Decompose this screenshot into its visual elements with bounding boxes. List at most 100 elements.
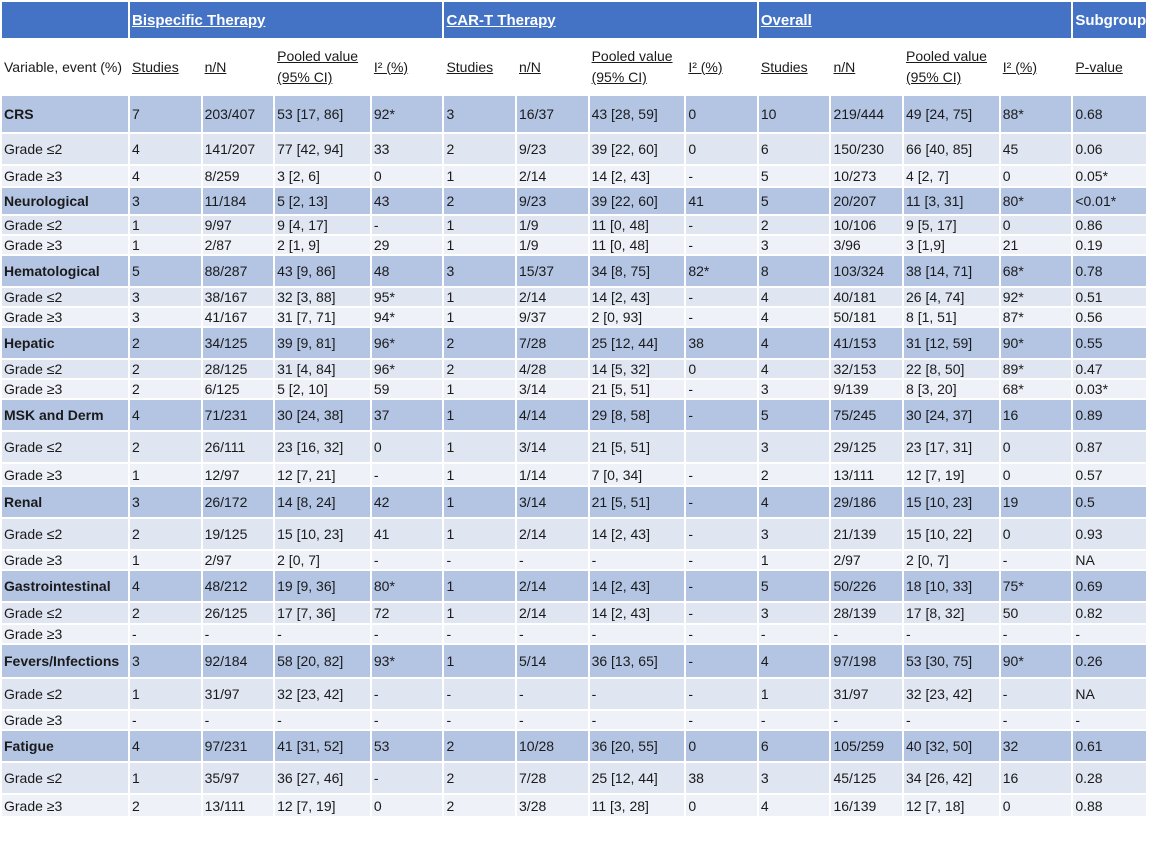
cell-cart-pooled: 21 [5, 51] — [589, 487, 685, 517]
cell-cart-i2: - — [686, 679, 757, 709]
cell-cart-i2: - — [686, 464, 757, 485]
cell-overall-studies: 3 — [758, 519, 830, 549]
cell-cart-i2: 0 — [686, 96, 757, 132]
cell-cart-studies: 1 — [444, 166, 516, 186]
cell-bispecific-pooled: 14 [8, 24] — [275, 487, 370, 517]
cell-bispecific-studies: 2 — [130, 603, 201, 623]
cell-cart-nN: - — [517, 679, 588, 709]
cell-overall-pooled: 38 [14, 71] — [904, 256, 999, 286]
cell-overall-nN: 10/273 — [831, 166, 903, 186]
cell-cart-pooled: 11 [0, 48] — [589, 216, 685, 234]
col-cart-studies: Studies — [444, 40, 516, 94]
cell-cart-nN: 9/23 — [517, 134, 588, 164]
cell-bispecific-pooled: 2 [1, 9] — [275, 236, 370, 254]
cell-overall-studies: 4 — [758, 487, 830, 517]
cell-overall-nN: 40/181 — [831, 288, 903, 306]
cell-cart-nN: 1/9 — [517, 236, 588, 254]
table-row-grade: Grade ≤2 1 9/97 9 [4, 17] -1 1/9 11 [0, 48] -2 1… — [2, 216, 1146, 234]
cell-variable: Grade ≥3 — [2, 464, 128, 485]
cell-bispecific-pooled: - — [275, 625, 370, 643]
cell-cart-i2: - — [686, 603, 757, 623]
cell-bispecific-nN: 11/184 — [202, 188, 274, 214]
cell-overall-studies: 1 — [758, 679, 830, 709]
cell-pvalue: 0.06 — [1073, 134, 1146, 164]
cell-bispecific-studies: 4 — [130, 166, 201, 186]
cell-cart-studies: 1 — [444, 571, 516, 601]
cell-cart-studies: 1 — [444, 308, 516, 326]
cell-overall-i2: 16 — [1000, 763, 1072, 793]
cell-variable: Grade ≤2 — [2, 360, 128, 378]
cell-overall-pooled: 8 [1, 51] — [904, 308, 999, 326]
cell-bispecific-pooled: 77 [42, 94] — [275, 134, 370, 164]
cell-pvalue: 0.87 — [1073, 432, 1146, 462]
cell-cart-nN: 2/14 — [517, 288, 588, 306]
cell-bispecific-studies: 7 — [130, 96, 201, 132]
cell-cart-nN: 3/14 — [517, 380, 588, 398]
cell-cart-i2: 0 — [686, 795, 757, 816]
cell-cart-nN: 4/28 — [517, 360, 588, 378]
cell-pvalue: - — [1073, 711, 1146, 729]
cell-pvalue: 0.89 — [1073, 400, 1146, 430]
cell-overall-i2: - — [1000, 551, 1072, 569]
cell-bispecific-pooled: 12 [7, 19] — [275, 795, 370, 816]
cell-cart-nN: 2/14 — [517, 571, 588, 601]
cell-bispecific-nN: 26/111 — [202, 432, 274, 462]
cell-overall-nN: 13/111 — [831, 464, 903, 485]
cell-overall-pooled: 12 [7, 18] — [904, 795, 999, 816]
cell-pvalue: 0.69 — [1073, 571, 1146, 601]
cell-bispecific-i2: 0 — [371, 166, 443, 186]
cell-bispecific-pooled: 31 [7, 71] — [275, 308, 370, 326]
cell-overall-pooled: 17 [8, 32] — [904, 603, 999, 623]
cell-bispecific-i2: - — [371, 625, 443, 643]
table-row-grade: Grade ≥3 1 2/87 2 [1, 9] 29 1 1/9 11 [0, 48] -3 3… — [2, 236, 1146, 254]
cell-overall-i2: 45 — [1000, 134, 1072, 164]
table-row-grade: Grade ≤2 3 38/167 32 [3, 88] 95* 1 2/14 14 [2, … — [2, 288, 1146, 306]
cell-bispecific-i2: 59 — [371, 380, 443, 398]
cell-bispecific-studies: 4 — [130, 134, 201, 164]
cell-overall-i2: - — [1000, 625, 1072, 643]
cell-overall-nN: 31/97 — [831, 679, 903, 709]
cell-variable: Grade ≥3 — [2, 166, 128, 186]
cell-bispecific-nN: 8/259 — [202, 166, 274, 186]
cell-overall-pooled: 3 [1,9] — [904, 236, 999, 254]
cell-cart-nN: 1/9 — [517, 216, 588, 234]
cell-cart-studies: 2 — [444, 134, 516, 164]
cell-bispecific-studies: 4 — [130, 571, 201, 601]
col-overall-nN: n/N — [831, 40, 903, 94]
cell-variable: Grade ≤2 — [2, 603, 128, 623]
cell-cart-nN: 10/28 — [517, 731, 588, 761]
cell-cart-i2: 0 — [686, 134, 757, 164]
cell-bispecific-nN: - — [202, 625, 274, 643]
cell-bispecific-nN: 141/207 — [202, 134, 274, 164]
group-header-cart: CAR-T Therapy — [444, 2, 757, 38]
cell-bispecific-i2: 95* — [371, 288, 443, 306]
cell-pvalue: NA — [1073, 679, 1146, 709]
cell-bispecific-pooled: 31 [4, 84] — [275, 360, 370, 378]
cell-bispecific-i2: - — [371, 216, 443, 234]
cell-variable: Fatigue — [2, 731, 128, 761]
table-row-grade: Grade ≤2 2 26/111 23 [16, 32] 0 1 3/14 21 [5, 5… — [2, 432, 1146, 462]
cell-cart-studies: 1 — [444, 288, 516, 306]
cell-bispecific-i2: 0 — [371, 795, 443, 816]
cell-bispecific-studies: 4 — [130, 731, 201, 761]
cell-bispecific-i2: - — [371, 711, 443, 729]
cell-variable: Grade ≥3 — [2, 380, 128, 398]
cell-cart-nN: 5/14 — [517, 645, 588, 677]
cell-cart-i2: 82* — [686, 256, 757, 286]
cell-cart-i2: - — [686, 380, 757, 398]
cell-overall-pooled: 31 [12, 59] — [904, 328, 999, 358]
cell-bispecific-pooled: - — [275, 711, 370, 729]
cell-cart-pooled: 36 [20, 55] — [589, 731, 685, 761]
cell-bispecific-nN: 88/287 — [202, 256, 274, 286]
cell-bispecific-nN: 26/172 — [202, 487, 274, 517]
cell-overall-studies: 5 — [758, 400, 830, 430]
table-row-grade: Grade ≤2 2 26/125 17 [7, 36] 72 1 2/14 14 [2, 4… — [2, 603, 1146, 623]
cell-pvalue: 0.61 — [1073, 731, 1146, 761]
cell-cart-i2: - — [686, 571, 757, 601]
cell-pvalue: 0.56 — [1073, 308, 1146, 326]
table-row-category: Gastrointestinal 4 48/212 19 [9, 36] 80* 1 2/1… — [2, 571, 1146, 601]
table-row-grade: Grade ≥3 2 6/125 5 [2, 10] 59 1 3/14 21 [5, 51]… — [2, 380, 1146, 398]
cell-overall-studies: 6 — [758, 731, 830, 761]
cell-cart-pooled: 39 [22, 60] — [589, 188, 685, 214]
cell-pvalue: <0.01* — [1073, 188, 1146, 214]
